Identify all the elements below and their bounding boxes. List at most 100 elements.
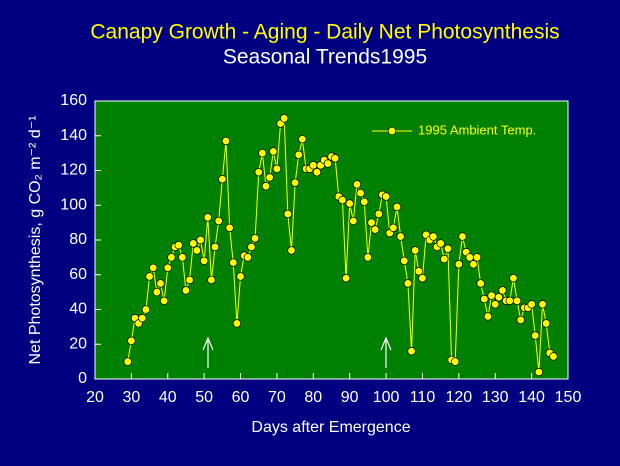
point bbox=[414, 267, 423, 276]
point bbox=[236, 272, 245, 281]
point bbox=[207, 275, 216, 285]
point bbox=[298, 135, 307, 144]
point bbox=[156, 279, 165, 288]
point bbox=[443, 244, 453, 253]
point bbox=[312, 168, 322, 177]
point bbox=[290, 178, 300, 187]
y-tick-label: 60 bbox=[69, 266, 87, 283]
point bbox=[480, 294, 489, 304]
point bbox=[374, 209, 383, 219]
point bbox=[407, 347, 416, 356]
x-tick-label: 30 bbox=[122, 389, 140, 406]
point bbox=[411, 246, 420, 255]
point bbox=[371, 225, 380, 234]
y-axis-title: Net Photosynthesis, g CO₂ m⁻² d⁻¹ bbox=[27, 116, 44, 365]
point bbox=[309, 161, 318, 170]
point bbox=[283, 209, 292, 219]
point bbox=[509, 274, 518, 283]
point bbox=[527, 300, 536, 309]
point bbox=[349, 216, 358, 226]
point bbox=[243, 253, 252, 262]
y-tick-label: 40 bbox=[69, 301, 87, 318]
point bbox=[491, 300, 500, 309]
point bbox=[538, 300, 547, 309]
point bbox=[265, 173, 274, 182]
y-tick-label: 0 bbox=[78, 370, 87, 387]
x-tick-label: 80 bbox=[304, 389, 322, 406]
point bbox=[178, 253, 187, 262]
point bbox=[225, 223, 234, 232]
point bbox=[167, 253, 176, 262]
point bbox=[200, 256, 209, 266]
point bbox=[487, 291, 496, 300]
point bbox=[476, 279, 485, 288]
point bbox=[254, 168, 263, 177]
point bbox=[363, 253, 373, 262]
point bbox=[505, 296, 514, 305]
point bbox=[512, 296, 522, 305]
point bbox=[465, 253, 474, 262]
y-tick-label: 20 bbox=[69, 335, 87, 352]
x-tick-label: 110 bbox=[410, 389, 436, 406]
y-tick-label: 80 bbox=[69, 231, 87, 248]
point bbox=[356, 188, 365, 198]
point bbox=[185, 275, 194, 285]
legend-marker bbox=[387, 126, 397, 136]
point bbox=[210, 242, 220, 252]
point bbox=[138, 314, 147, 323]
point bbox=[330, 154, 340, 163]
point bbox=[392, 202, 402, 212]
point bbox=[323, 159, 333, 168]
point bbox=[494, 293, 504, 302]
x-tick-label: 100 bbox=[373, 389, 400, 406]
y-tick-label: 120 bbox=[60, 162, 87, 179]
point bbox=[272, 164, 282, 173]
point bbox=[472, 253, 482, 262]
point bbox=[141, 305, 151, 314]
x-tick-label: 60 bbox=[232, 389, 250, 406]
point bbox=[381, 192, 391, 201]
y-tick-label: 140 bbox=[60, 127, 87, 144]
point bbox=[469, 260, 478, 269]
point bbox=[542, 319, 551, 328]
arrow bbox=[202, 336, 214, 368]
point bbox=[261, 181, 271, 191]
point bbox=[192, 246, 202, 255]
x-tick-label: 40 bbox=[159, 389, 177, 406]
point bbox=[145, 272, 154, 281]
point bbox=[196, 235, 205, 245]
point bbox=[214, 216, 223, 226]
chart-title: Canapy Growth - Aging - Daily Net Photos… bbox=[90, 21, 559, 44]
point bbox=[440, 254, 449, 264]
point bbox=[345, 199, 354, 208]
point bbox=[516, 315, 525, 325]
point bbox=[429, 232, 438, 241]
x-tick-label: 140 bbox=[518, 389, 545, 406]
point bbox=[163, 263, 172, 272]
arrow bbox=[380, 336, 392, 368]
point bbox=[149, 263, 158, 272]
x-tick-label: 50 bbox=[195, 389, 213, 406]
point bbox=[451, 357, 460, 366]
point bbox=[418, 274, 427, 283]
point bbox=[258, 148, 267, 158]
point bbox=[338, 195, 347, 205]
point bbox=[189, 239, 198, 248]
point bbox=[534, 367, 544, 377]
point bbox=[341, 274, 351, 283]
point bbox=[389, 223, 398, 232]
point bbox=[400, 256, 409, 266]
chart-subtitle: Seasonal Trends1995 bbox=[223, 46, 427, 69]
y-tick-label: 160 bbox=[60, 92, 87, 109]
x-tick-label: 90 bbox=[341, 389, 359, 406]
point bbox=[229, 258, 238, 267]
point bbox=[152, 287, 162, 297]
point bbox=[352, 180, 362, 189]
point bbox=[287, 246, 296, 255]
point bbox=[280, 114, 289, 123]
x-tick-label: 20 bbox=[86, 389, 104, 406]
x-axis-title: Days after Emergence bbox=[251, 419, 410, 436]
point bbox=[159, 296, 169, 305]
point bbox=[174, 241, 183, 250]
